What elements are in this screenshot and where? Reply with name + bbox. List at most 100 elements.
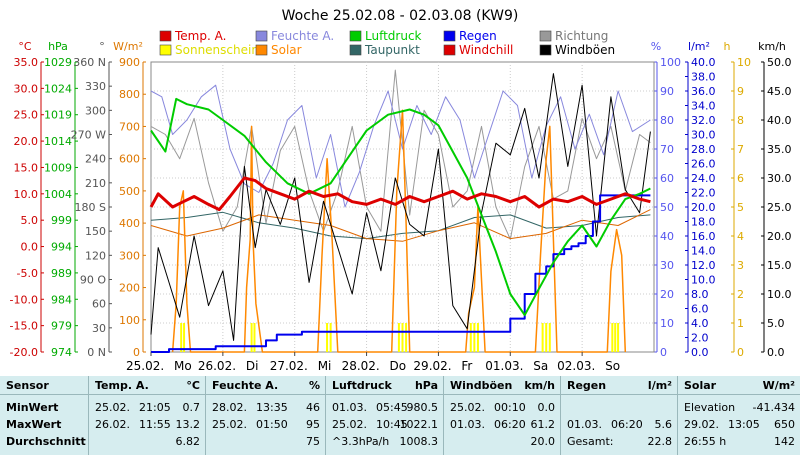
series-windb-en xyxy=(150,73,651,341)
summary-date: 01.03. xyxy=(567,418,602,431)
axis-tick-wind_kmh: 20.0 xyxy=(767,230,792,243)
summary-date: 29.02. xyxy=(684,418,719,431)
summary-unit: % xyxy=(308,379,320,392)
axis-tick-pressure_hpa: 989 xyxy=(51,267,72,280)
summary-value: 20.0 xyxy=(530,435,556,448)
axis-tick-radiation_wm2: 500 xyxy=(119,185,140,198)
axis-tick-humidity_pct: 0 xyxy=(660,346,667,359)
axis-tick-direction_deg: 120 xyxy=(85,249,106,262)
axis-tick-direction_deg: 330 xyxy=(85,80,106,93)
axis-tick-pressure_hpa: 984 xyxy=(51,293,72,306)
axis-tick-rain_lm2: 0.0 xyxy=(691,346,709,359)
summary-unit: l/m² xyxy=(647,379,672,392)
summary-value: 6.82 xyxy=(175,435,201,448)
axis-tick-sunshine_h: 2 xyxy=(737,288,744,301)
summary-header: Solar xyxy=(684,379,717,392)
chart-legend: Temp. A. Feuchte A. Luftdruck Regen Richtung… xyxy=(159,29,615,57)
summary-header: Windböen xyxy=(450,379,513,392)
axis-tick-direction_deg: 150 xyxy=(85,225,106,238)
axis-tick-rain_lm2: 14.0 xyxy=(691,245,716,258)
axis-tick-pressure_hpa: 1019 xyxy=(44,109,72,122)
axis-tick-humidity_pct: 20 xyxy=(660,288,674,301)
axis-tick-temp_c: 15.0 xyxy=(14,161,39,174)
summary-value: 13.2 xyxy=(175,418,201,431)
chart-series xyxy=(149,69,651,353)
axis-tick-radiation_wm2: 600 xyxy=(119,153,140,166)
axis-tick-radiation_wm2: 700 xyxy=(119,120,140,133)
legend-swatch xyxy=(443,44,456,56)
axis-tick-humidity_pct: 80 xyxy=(660,114,674,127)
legend-swatch xyxy=(255,44,268,56)
summary-value: 61.2 xyxy=(530,418,556,431)
chart-title: Woche 25.02.08 - 02.03.08 (KW9) xyxy=(282,8,519,24)
summary-header: Feuchte A. xyxy=(212,379,279,392)
axis-tick-pressure_hpa: 979 xyxy=(51,320,72,333)
axis-tick-direction_deg: 30 xyxy=(92,322,106,335)
axis-tick-rain_lm2: 10.0 xyxy=(691,274,716,287)
axis-tick-radiation_wm2: 0 xyxy=(133,346,140,359)
legend-swatch xyxy=(443,30,456,42)
axis-tick-temp_c: 5.0 xyxy=(21,214,39,227)
series-feuchte-a xyxy=(150,84,651,208)
summary-unit: °C xyxy=(186,379,200,392)
x-axis: 25.02. Mo 26.02. Di 27.02. Mi 28.02. Do 29.0… xyxy=(126,352,620,373)
bar-sonnenschein xyxy=(180,323,183,352)
legend-swatch xyxy=(349,30,362,42)
axis-tick-sunshine_h: 0 xyxy=(737,346,744,359)
summary-date: 26.02. xyxy=(95,418,130,431)
summary-unit: W/m² xyxy=(762,379,795,392)
series-temp-a xyxy=(149,176,651,212)
summary-unit: hPa xyxy=(414,379,438,392)
summary-value: 95 xyxy=(306,418,320,431)
x-tick-label: 27.02. Mi xyxy=(270,359,332,373)
summary-date: 25.02. xyxy=(332,418,367,431)
axis-tick-humidity_pct: 60 xyxy=(660,172,674,185)
axis-tick-direction_deg: 300 xyxy=(85,104,106,117)
legend-label: Luftdruck xyxy=(365,29,422,43)
summary-time: 13:05 xyxy=(728,418,760,431)
summary-header: Luftdruck xyxy=(332,379,392,392)
axis-tick-wind_kmh: 15.0 xyxy=(767,259,792,272)
axis-tick-temp_c: -5.0 xyxy=(17,267,38,280)
axis-unit-wind_kmh: km/h xyxy=(758,40,786,53)
axis-tick-temp_c: 30.0 xyxy=(14,82,39,95)
axis-tick-humidity_pct: 100 xyxy=(660,56,681,69)
axis-tick-sunshine_h: 4 xyxy=(737,230,744,243)
axis-tick-direction_deg: 180 S xyxy=(75,201,106,214)
axis-tick-wind_kmh: 35.0 xyxy=(767,143,792,156)
series-taupunkt xyxy=(150,211,651,240)
axis-tick-rain_lm2: 20.0 xyxy=(691,201,716,214)
axis-tick-rain_lm2: 8.0 xyxy=(691,288,709,301)
summary-date: Elevation xyxy=(684,401,736,414)
summary-time: 00:10 xyxy=(494,401,526,414)
x-tick-label: 25.02. Mo xyxy=(126,359,192,373)
summary-header: Sensor xyxy=(6,379,49,392)
summary-header: Regen xyxy=(567,379,607,392)
axis-tick-pressure_hpa: 1024 xyxy=(44,82,72,95)
bar-sonnenschein xyxy=(617,323,620,352)
legend-label: Regen xyxy=(459,29,497,43)
axis-tick-rain_lm2: 40.0 xyxy=(691,56,716,69)
axis-tick-rain_lm2: 4.0 xyxy=(691,317,709,330)
axis-tick-temp_c: 10.0 xyxy=(14,188,39,201)
axis-tick-pressure_hpa: 1029 xyxy=(44,56,72,69)
axis-tick-pressure_hpa: 994 xyxy=(51,241,72,254)
axis-tick-rain_lm2: 26.0 xyxy=(691,158,716,171)
x-tick-label: 29.02. Fr xyxy=(413,359,472,373)
axis-tick-wind_kmh: 40.0 xyxy=(767,114,792,127)
bar-sonnenschein xyxy=(476,323,479,352)
axis-tick-sunshine_h: 7 xyxy=(737,143,744,156)
x-tick-label: 26.02. Di xyxy=(198,359,259,373)
bar-sonnenschein xyxy=(397,323,400,352)
axis-tick-pressure_hpa: 1014 xyxy=(44,135,72,148)
axis-tick-pressure_hpa: 974 xyxy=(51,346,72,359)
axis-tick-sunshine_h: 9 xyxy=(737,85,744,98)
summary-row-label: MinWert xyxy=(6,401,59,414)
axis-tick-wind_kmh: 50.0 xyxy=(767,56,792,69)
summary-value: 46 xyxy=(306,401,320,414)
axis-tick-temp_c: 35.0 xyxy=(14,56,39,69)
bar-sonnenschein xyxy=(541,323,544,352)
summary-value: 5.6 xyxy=(654,418,673,431)
summary-time: 01:50 xyxy=(256,418,288,431)
bar-sonnenschein xyxy=(614,323,617,352)
